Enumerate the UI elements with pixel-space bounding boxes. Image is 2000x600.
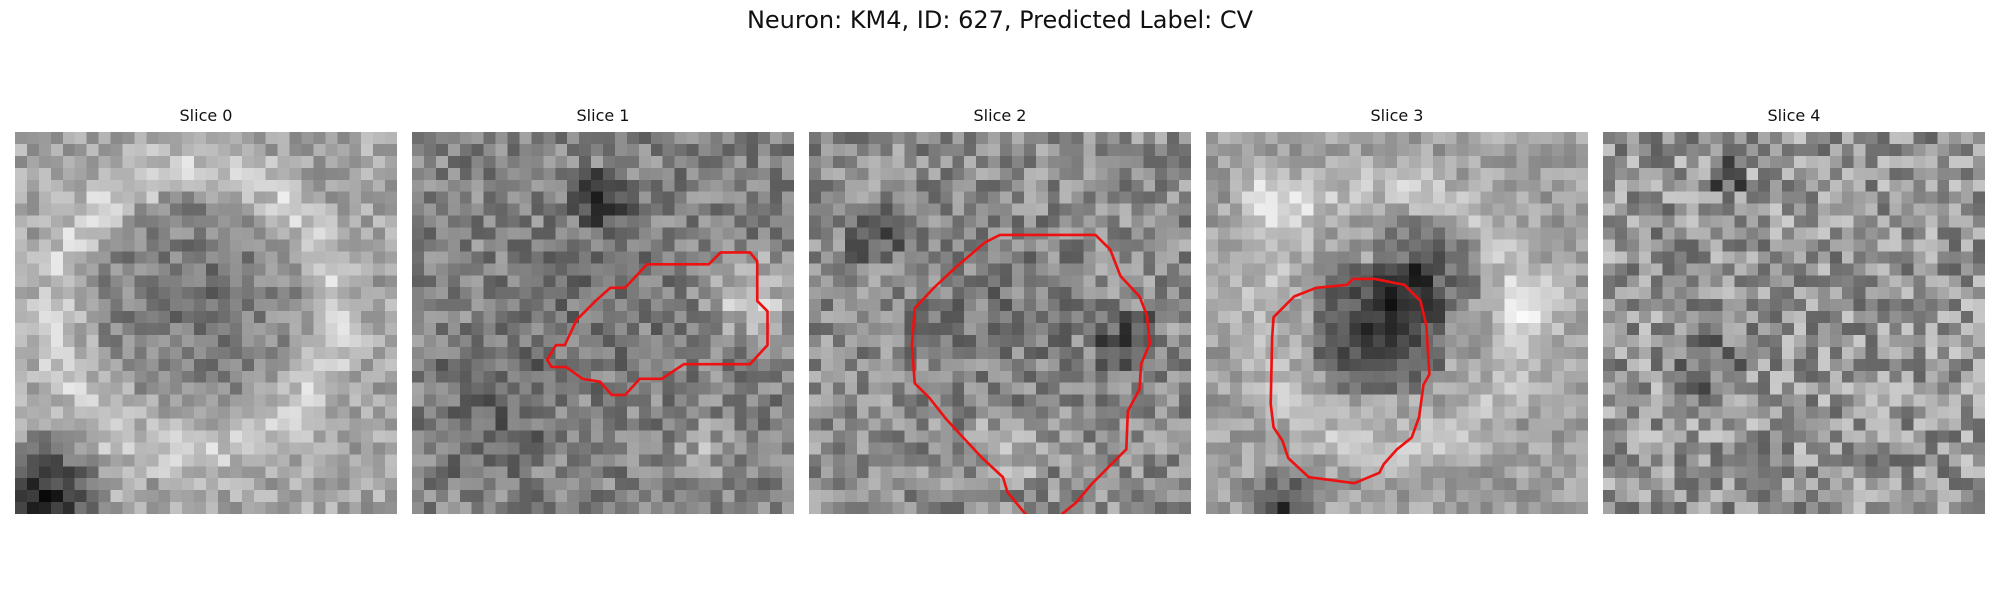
slice-pixels-2 xyxy=(809,132,1191,514)
slice-image-3 xyxy=(1206,132,1588,514)
slice-title-2: Slice 2 xyxy=(973,106,1027,125)
slice-title-4: Slice 4 xyxy=(1767,106,1821,125)
slice-pixels-1 xyxy=(412,132,794,514)
figure-title: Neuron: KM4, ID: 627, Predicted Label: C… xyxy=(746,6,1254,34)
slice-panel-4: Slice 4 xyxy=(1603,106,1985,514)
slice-title-0: Slice 0 xyxy=(179,106,233,125)
roi-contour-3 xyxy=(1269,277,1431,485)
slice-image-2 xyxy=(809,132,1191,514)
slice-panel-2: Slice 2 xyxy=(809,106,1191,514)
roi-contour-1 xyxy=(545,251,769,397)
slice-pixels-4 xyxy=(1603,132,1985,514)
slice-panel-3: Slice 3 xyxy=(1206,106,1588,514)
slice-title-1: Slice 1 xyxy=(576,106,630,125)
slice-image-4 xyxy=(1603,132,1985,514)
slice-title-3: Slice 3 xyxy=(1370,106,1424,125)
slice-pixels-3 xyxy=(1206,132,1588,514)
slice-panel-1: Slice 1 xyxy=(412,106,794,514)
slice-image-1 xyxy=(412,132,794,514)
roi-contour-2 xyxy=(910,233,1152,514)
slice-pixels-0 xyxy=(15,132,397,514)
slice-image-0 xyxy=(15,132,397,514)
slice-panel-0: Slice 0 xyxy=(15,106,397,514)
